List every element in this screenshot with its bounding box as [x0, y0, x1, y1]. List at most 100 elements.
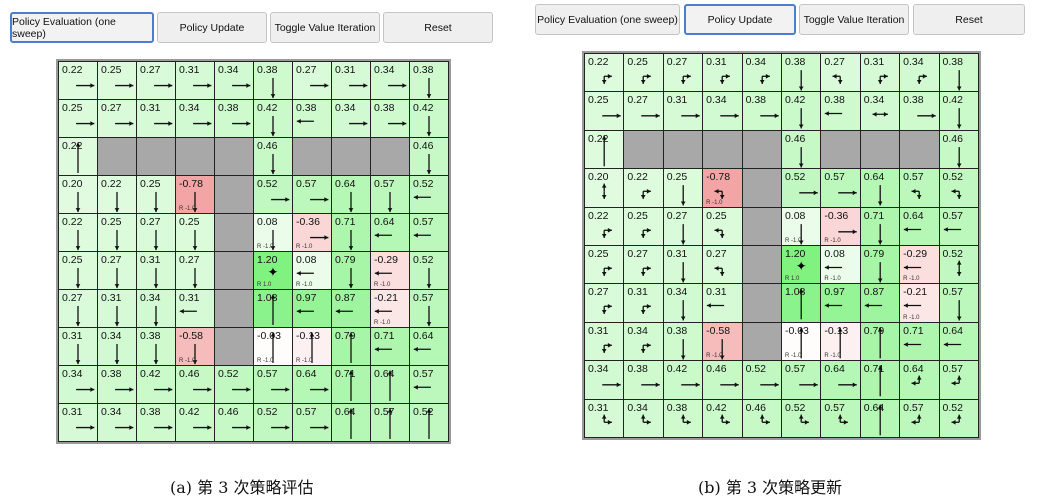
grid-cell: 0.46 [939, 130, 978, 169]
grid-cell: 0.46 [176, 366, 214, 403]
state-value: 0.31 [179, 64, 200, 76]
state-value: 0.57 [942, 286, 963, 299]
policy-arrow-icon [943, 226, 961, 232]
wall-cell [371, 138, 409, 175]
policy-arrow-icon [799, 382, 818, 388]
wall-cell [742, 284, 781, 322]
grid-cell: 0.31 [176, 290, 214, 327]
grid-cell: 0.31 [703, 284, 742, 322]
grid-cell: 0.57 [293, 404, 331, 441]
grid-cell: 0.38 [293, 100, 331, 137]
reward-label: R -1.0 [257, 358, 274, 364]
state-value: 0.31 [706, 286, 727, 299]
grid-cell: 0.38 [663, 322, 703, 361]
state-value: 0.22 [62, 64, 83, 76]
state-value: 0.52 [218, 368, 239, 380]
policy-arrow-icon [720, 73, 731, 84]
policy-arrow-icon [387, 408, 393, 439]
policy-arrow-icon [714, 265, 725, 276]
policy-arrow-icon [601, 135, 607, 167]
state-value: 0.22 [627, 171, 648, 184]
state-value: 1.08 [257, 292, 278, 304]
grid-cell: 0.25 [624, 207, 663, 245]
policy-arrow-icon [335, 308, 353, 314]
state-value: 0.38 [627, 363, 648, 376]
state-value: 0.27 [179, 254, 200, 266]
reward-label: R -1.0 [706, 199, 723, 206]
goal-cell: 1.20 ✦ R 1.0 [254, 252, 292, 289]
policy-arrow-icon [349, 83, 368, 88]
policy-arrow-icon [956, 108, 962, 129]
reset-button[interactable]: Reset [913, 4, 1025, 35]
policy-update-button[interactable]: Policy Update [157, 12, 267, 43]
policy-arrow-icon [76, 121, 95, 126]
toggle-value-iteration-button[interactable]: Toggle Value Iteration [270, 12, 380, 43]
policy-arrow-icon [374, 270, 392, 276]
state-value: 0.38 [218, 102, 239, 114]
grid-cell: 0.31 [59, 404, 97, 441]
policy-arrow-icon [838, 414, 849, 425]
state-value: 0.34 [627, 324, 648, 337]
grid-cell: -0.03 R -1.0 [781, 322, 821, 361]
grid-cell: 0.52 [939, 169, 978, 207]
state-value: 0.25 [706, 209, 727, 222]
reset-button[interactable]: Reset [383, 12, 493, 43]
wall-cell [137, 138, 175, 175]
grid-cell: 0.57 [410, 214, 448, 251]
policy-arrow-icon [76, 83, 95, 88]
policy-arrow-icon [720, 382, 739, 388]
toggle-value-iteration-button[interactable]: Toggle Value Iteration [799, 4, 909, 35]
policy-arrow-icon [641, 414, 652, 425]
state-value: 0.27 [706, 247, 727, 260]
grid-cell: 0.38 [254, 62, 292, 99]
grid-cell: 0.27 [663, 207, 703, 245]
state-value: -0.13 [296, 330, 320, 342]
policy-evaluation-button[interactable]: Policy Evaluation (one sweep) [10, 12, 154, 43]
state-value: 0.34 [218, 64, 239, 76]
policy-arrow-icon [310, 83, 329, 88]
state-value: 0.64 [824, 363, 845, 376]
grid-cell: 0.38 [215, 100, 253, 137]
policy-arrow-icon [115, 121, 134, 126]
state-value: -0.21 [903, 286, 928, 299]
state-value: 0.79 [863, 324, 885, 337]
wall-cell [742, 207, 781, 245]
state-value: 0.34 [374, 64, 395, 76]
policy-arrow-icon [270, 77, 276, 99]
grid-cell: 0.34 [332, 100, 370, 137]
grid-cell: -0.78 R -1.0 [176, 176, 214, 213]
grid-cell: 0.64 [821, 361, 860, 399]
wall-cell [860, 130, 900, 169]
policy-arrow-icon [153, 229, 159, 251]
state-value: 0.87 [335, 292, 356, 304]
state-value: 0.42 [942, 94, 963, 107]
grid-cell: 0.57 [821, 399, 860, 437]
policy-arrow-icon [193, 387, 212, 392]
policy-arrow-icon [75, 229, 81, 251]
state-value: 0.79 [335, 330, 356, 342]
grid-cell: 0.97 [293, 290, 331, 327]
state-value: 0.34 [627, 401, 648, 414]
state-value: 1.20 [784, 247, 806, 260]
state-value: 0.71 [335, 216, 356, 228]
state-value: 0.46 [706, 363, 727, 376]
policy-arrow-icon [825, 303, 843, 309]
policy-arrow-icon [232, 425, 251, 430]
grid-cell: 0.22 [59, 62, 97, 99]
policy-arrow-icon [232, 83, 251, 88]
goal-star-icon: ✦ [795, 258, 807, 274]
grid-cell: 0.22 [585, 54, 624, 92]
grid-cell: 0.08 R -1.0 [254, 214, 292, 251]
state-value: 0.25 [140, 178, 161, 190]
gridworld: 0.22 0.25 0.27 0.31 0.34 0.38 0.27 0.31 0.34 0.38… [582, 51, 981, 440]
policy-arrow-icon [374, 232, 392, 238]
grid-cell: 0.64 [332, 176, 370, 213]
wall-cell [663, 130, 703, 169]
policy-evaluation-button[interactable]: Policy Evaluation (one sweep) [535, 4, 680, 35]
reward-label: R -1.0 [374, 282, 391, 288]
state-value: -0.21 [374, 292, 398, 304]
state-value: -0.03 [257, 330, 281, 342]
grid-cell: 0.79 [332, 252, 370, 289]
policy-update-button[interactable]: Policy Update [684, 4, 796, 35]
state-value: 0.64 [374, 368, 395, 380]
